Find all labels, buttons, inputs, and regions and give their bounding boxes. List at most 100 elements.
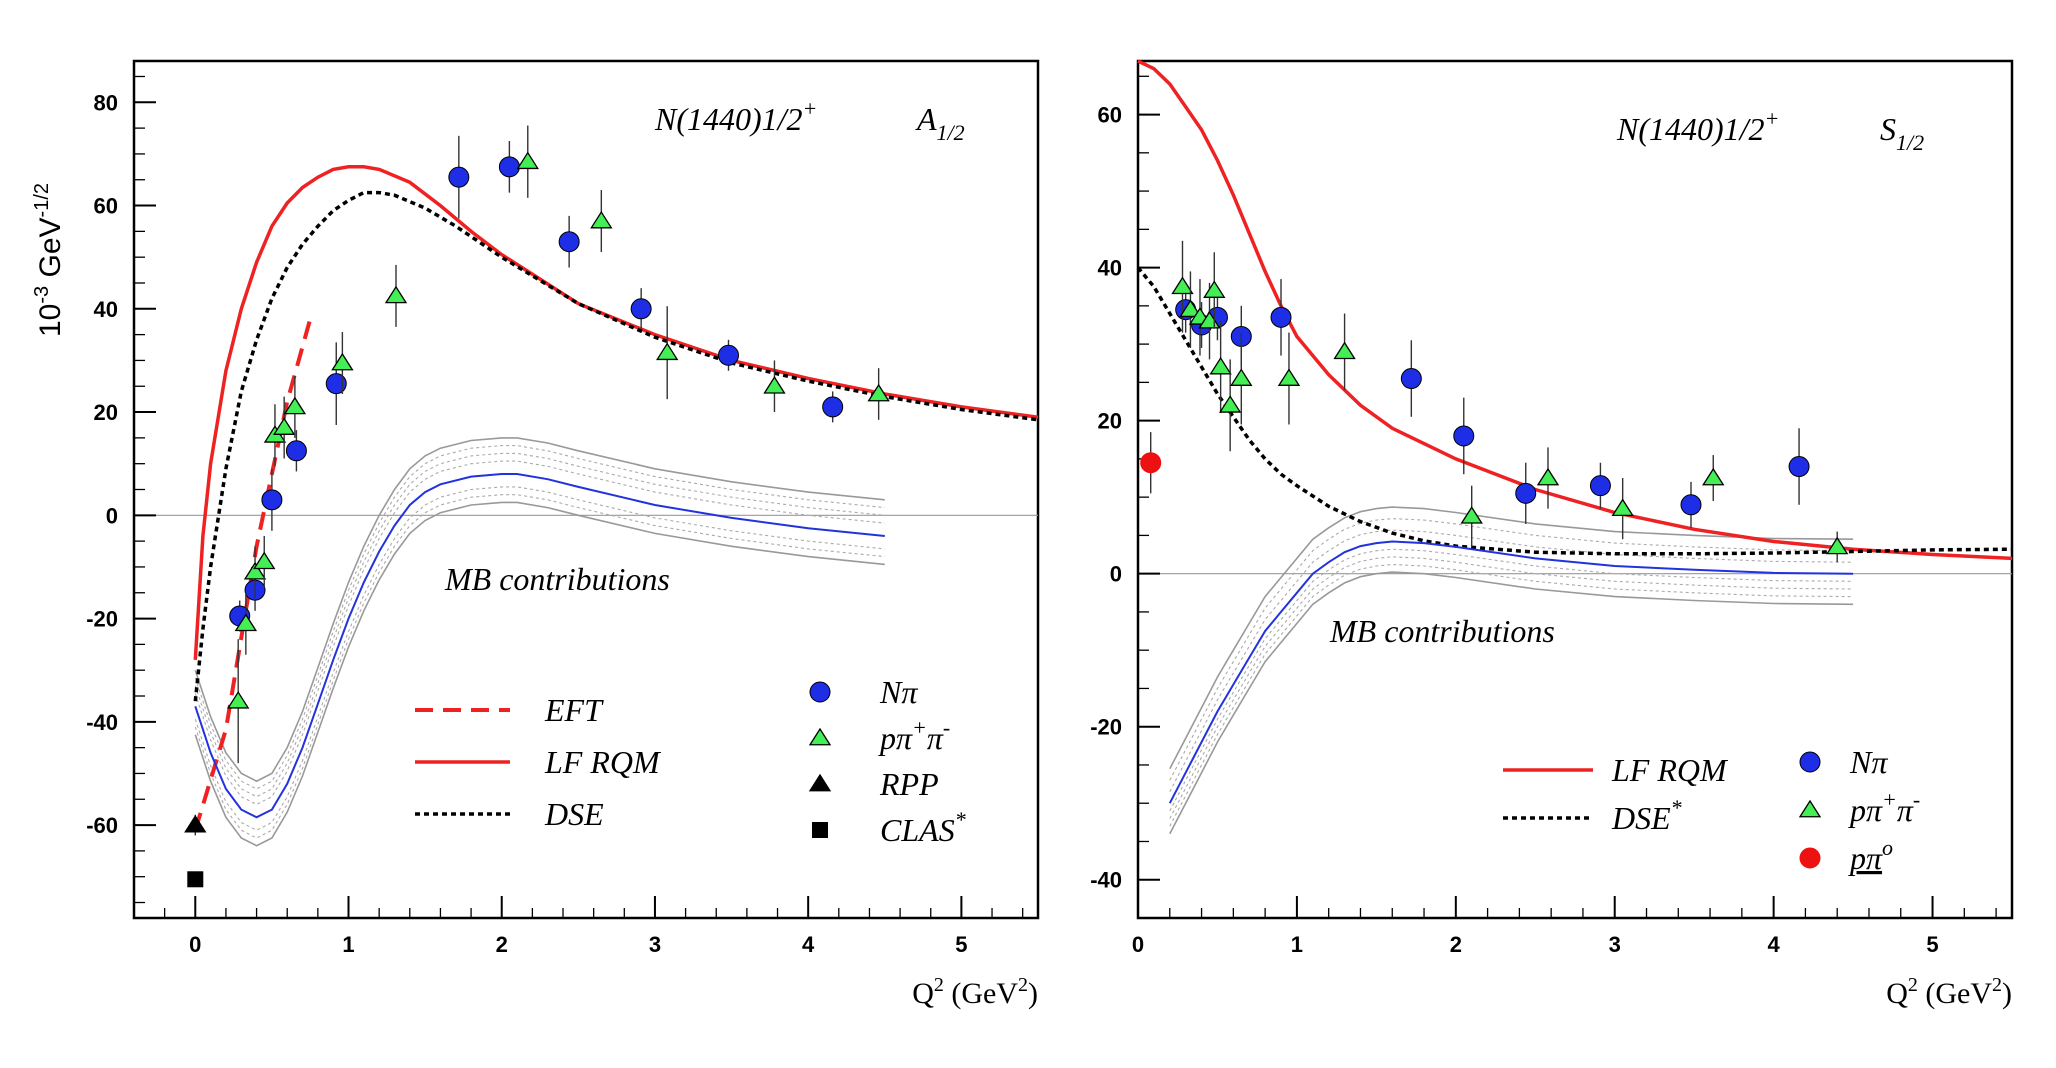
legend-marker — [1798, 799, 1822, 818]
mb-band-line — [194, 501, 885, 847]
data-point — [261, 489, 283, 511]
y-tick-label: -60 — [86, 813, 118, 838]
legend-label-text: pπ — [878, 720, 913, 756]
data-point — [558, 231, 580, 253]
data-point — [1788, 456, 1810, 478]
axis-ticks: 0 1 2 3 4 5 -40 -20 0 20 40 60 — [1090, 75, 2012, 957]
mb-contributions-label: MB contributions — [444, 561, 670, 597]
y-tick-label: 60 — [94, 194, 118, 219]
data-point — [1611, 498, 1634, 517]
legend-label: pπo — [1848, 835, 1893, 876]
data-point — [184, 814, 207, 833]
legend: EFT LF RQM DSE Nπ pπ+π- RPP CLAS* — [415, 674, 966, 848]
legend-label-sup: * — [1671, 795, 1682, 820]
data-point — [1589, 475, 1611, 497]
data-point — [1209, 356, 1232, 375]
data-point — [1140, 452, 1162, 474]
data-points — [1140, 240, 1849, 563]
data-point — [187, 871, 204, 888]
data-point — [1218, 395, 1242, 413]
curve-lf-rqm — [1137, 59, 2013, 561]
y-tick-label: 80 — [94, 90, 118, 115]
legend-label: CLAS* — [880, 807, 966, 848]
data-point — [1400, 368, 1422, 390]
mb-band-line — [194, 460, 885, 806]
x-tick-label: 2 — [1450, 932, 1462, 957]
legend-label-tail: π — [1897, 792, 1914, 828]
x-tick-label: 3 — [649, 932, 661, 957]
data-point — [763, 376, 786, 394]
x-tick-label: 3 — [1609, 932, 1621, 957]
legend-label: DSE — [544, 796, 604, 832]
legend-marker — [808, 727, 832, 746]
data-point — [1230, 368, 1253, 386]
data-point — [1270, 306, 1292, 328]
data-point — [384, 285, 408, 304]
legend-label-sup: * — [955, 807, 966, 832]
data-point — [1515, 482, 1537, 504]
data-point — [1826, 536, 1849, 555]
legend-label-sup: + — [912, 715, 927, 740]
legend-label: Nπ — [879, 674, 918, 710]
y-tick-label: 20 — [94, 400, 118, 425]
mb-curve — [194, 473, 885, 819]
mb-band-line — [194, 494, 885, 839]
mb-curve — [1168, 540, 1854, 804]
legend-label: DSE* — [1611, 795, 1682, 836]
data-point — [1203, 280, 1226, 298]
mb-band-line — [1169, 571, 1854, 835]
curve-dse- — [1136, 266, 2013, 556]
data-point — [1460, 506, 1483, 524]
x-tick-label: 5 — [1926, 932, 1938, 957]
legend-label-text: CLAS — [880, 812, 955, 848]
data-point — [1536, 467, 1560, 486]
legend-label-text: Nπ — [1849, 744, 1888, 780]
legend-label-text: Nπ — [879, 674, 918, 710]
panel-a12: 0 1 2 3 4 5 -60 -40 -20 0 20 40 60 80 EFT LF RQM DSE Nπ p… — [31, 59, 1040, 1010]
theory-curves — [1136, 59, 2013, 804]
mb-band — [1169, 506, 1854, 835]
chart-title: N(1440)1/2+ S1/2 — [1616, 106, 1924, 155]
plot-frame — [1136, 59, 2014, 920]
data-point — [867, 383, 890, 402]
y-tick-label: 0 — [106, 503, 118, 528]
legend-label-sup: - — [1913, 787, 1920, 812]
axis-ticks: 0 1 2 3 4 5 -60 -40 -20 0 20 40 60 80 — [86, 75, 1038, 957]
data-point — [243, 561, 267, 580]
x-tick-label: 0 — [1132, 932, 1144, 957]
data-point — [1453, 425, 1475, 447]
mb-contributions-label: MB contributions — [1329, 613, 1555, 649]
legend-label-text: pπ — [1848, 840, 1883, 876]
legend-label: LF RQM — [1611, 752, 1729, 788]
curve-dse — [193, 190, 1039, 702]
y-tick-label: -40 — [1090, 868, 1122, 893]
mb-band — [194, 437, 885, 847]
x-tick-label: 5 — [955, 932, 967, 957]
x-tick-label: 1 — [342, 932, 354, 957]
data-point — [448, 166, 470, 188]
legend-label: pπ+π- — [878, 715, 950, 756]
data-point — [1179, 299, 1202, 318]
x-tick-label: 1 — [1291, 932, 1303, 957]
legend-label: Nπ — [1849, 744, 1888, 780]
y-axis-label: 10-3 GeV-1/2 — [31, 183, 67, 337]
x-axis-label: Q2 (GeV2) — [912, 974, 1038, 1010]
legend-label-tail: π — [927, 720, 944, 756]
legend-marker — [812, 822, 828, 838]
y-tick-label: -20 — [1090, 715, 1122, 740]
legend-label-text: DSE — [544, 796, 604, 832]
legend-label-text: EFT — [544, 692, 604, 728]
x-tick-label: 4 — [802, 932, 815, 957]
data-point — [331, 352, 354, 371]
legend-marker — [1799, 751, 1821, 773]
mb-band-line — [1169, 548, 1854, 812]
data-point — [516, 151, 539, 170]
data-point — [1702, 467, 1725, 486]
data-point — [498, 156, 520, 178]
mb-band-line — [1169, 563, 1854, 827]
legend-marker — [1799, 847, 1821, 869]
data-point — [272, 417, 296, 435]
mb-band-line — [194, 445, 885, 790]
